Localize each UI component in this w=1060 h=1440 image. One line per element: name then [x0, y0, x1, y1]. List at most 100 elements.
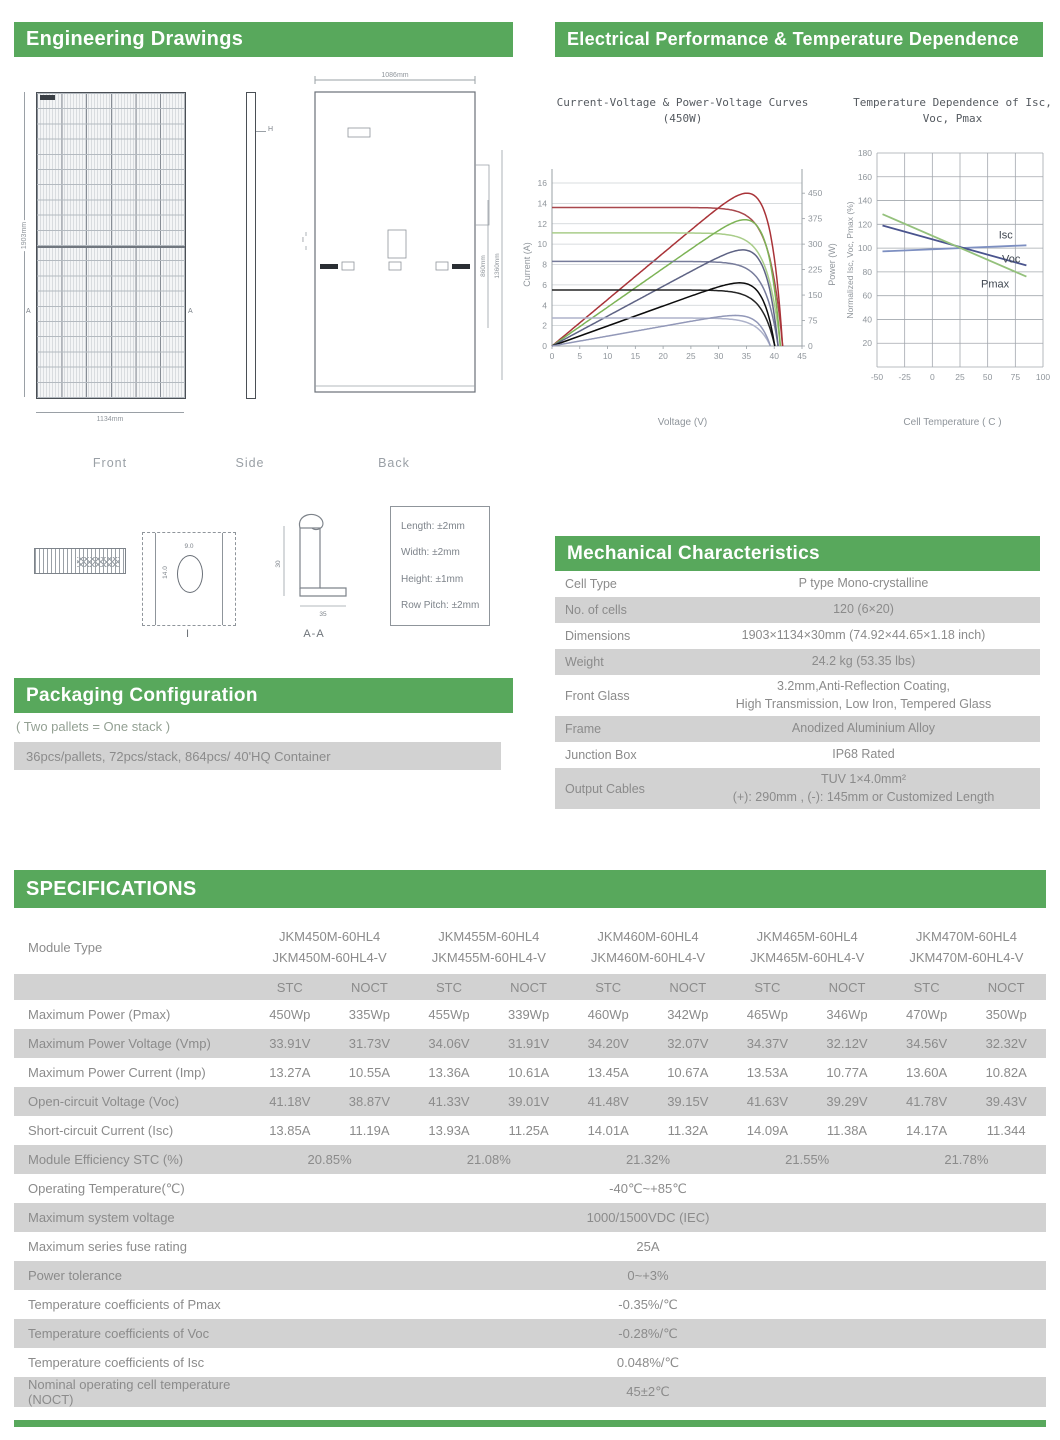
panel-front-view — [36, 92, 186, 399]
spec-value: 41.18V — [269, 1094, 311, 1109]
mech-row-label: No. of cells — [565, 603, 627, 617]
svg-text:0: 0 — [542, 341, 547, 351]
spec-row-label: Short-circuit Current (Isc) — [28, 1123, 174, 1138]
back-label-sticker — [347, 127, 371, 138]
spec-row-label: Power tolerance — [28, 1268, 122, 1283]
svg-text:75: 75 — [808, 316, 818, 326]
spec-value: 14.17A — [905, 1123, 948, 1138]
spec-row-label: Maximum Power (Pmax) — [28, 1007, 171, 1022]
mech-row-value: IP68 Rated — [832, 747, 895, 762]
spec-value: 14.09A — [746, 1123, 788, 1138]
svg-text:16: 16 — [538, 178, 548, 188]
specifications-section: SPECIFICATIONS Module Type JKM450M-60HL4 J… — [14, 870, 1046, 1407]
mech-row-value: Anodized Aluminium Alloy — [791, 721, 936, 736]
svg-text:100: 100 — [858, 243, 872, 253]
spec-row-label: Maximum series fuse rating — [28, 1239, 187, 1254]
hole-width-dim: 9.0 — [184, 543, 194, 550]
mounting-hole-oval — [177, 555, 203, 593]
section-marker-a-right: A — [188, 308, 193, 315]
spec-value: 32.12V — [826, 1036, 868, 1051]
spec-value: 470Wp — [905, 1007, 948, 1022]
svg-text:80: 80 — [863, 267, 873, 277]
spec-value: 0.048%/℃ — [616, 1354, 680, 1370]
svg-text:Power (W): Power (W) — [827, 243, 837, 286]
back-dim-inner: 860mm — [480, 255, 487, 277]
iv-chart-xlabel: Voltage (V) — [657, 417, 708, 428]
svg-text:0: 0 — [808, 341, 813, 351]
module-name: JKM455M-60HL4 JKM455M-60HL4-V — [431, 928, 546, 965]
module-name: JKM465M-60HL4 JKM465M-60HL4-V — [750, 928, 865, 965]
mech-row: Front Glass 3.2mm,Anti-Reflection Coating… — [555, 675, 1040, 716]
spec-value: 21.78% — [944, 1151, 989, 1167]
mechanical-header: Mechanical Characteristics — [555, 536, 1040, 571]
svg-text:300: 300 — [808, 239, 822, 249]
svg-text:0: 0 — [930, 372, 935, 382]
spec-row-label: Nominal operating cell temperature (NOCT… — [28, 1377, 231, 1407]
svg-text:140: 140 — [858, 196, 872, 206]
module-type-row: Module Type JKM450M-60HL4 JKM450M-60HL4-V J… — [14, 916, 1046, 974]
section-marker-a-left: A — [26, 308, 31, 315]
mech-row: Weight 24.2 kg (53.35 lbs) — [555, 649, 1040, 675]
spec-value: 339Wp — [507, 1007, 550, 1022]
spec-value: 11.344 — [986, 1123, 1026, 1138]
svg-text:35: 35 — [742, 351, 752, 361]
module-name: JKM460M-60HL4 JKM460M-60HL4-V — [590, 928, 706, 965]
spec-value: 10.61A — [507, 1065, 550, 1080]
mech-row: No. of cells 120 (6×20) — [555, 597, 1040, 623]
frame-height-dim: 30 — [275, 560, 282, 568]
detail-i-label: I — [185, 628, 191, 640]
spec-row: Operating Temperature(℃) -40℃~+85℃ — [14, 1174, 1046, 1203]
svg-text:40: 40 — [769, 351, 779, 361]
svg-text:14: 14 — [538, 198, 548, 208]
spec-row: Open-circuit Voltage (Voc) 41.18V 38.87V 41… — [14, 1087, 1046, 1116]
cable-connector-right — [452, 264, 470, 269]
svg-text:160: 160 — [858, 172, 872, 182]
packaging-quantities: 36pcs/pallets, 72pcs/stack, 864pcs/ 40'H… — [14, 742, 501, 770]
svg-text:Current (A): Current (A) — [522, 242, 532, 287]
svg-text:2: 2 — [542, 321, 547, 331]
mech-row: Dimensions 1903×1134×30mm (74.92×44.65×1.… — [555, 623, 1040, 649]
condition-label: STC — [276, 979, 303, 995]
spec-row: Temperature coefficients of Pmax -0.35%/℃ — [14, 1290, 1046, 1319]
spec-value: 34.06V — [428, 1036, 470, 1051]
spec-row-label: Maximum Power Current (Imp) — [28, 1065, 206, 1080]
temp-chart-title: Temperature Dependence of Isc, Voc, Pmax — [853, 96, 1052, 125]
spec-row-label: Temperature coefficients of Isc — [28, 1355, 205, 1370]
spec-row: Temperature coefficients of Isc 0.048%/℃ — [14, 1348, 1046, 1377]
svg-text:120: 120 — [858, 219, 872, 229]
spec-value: 31.73V — [348, 1036, 390, 1051]
spec-value: 13.45A — [587, 1065, 629, 1080]
junction-box — [387, 229, 407, 259]
spec-row: Power tolerance 0~+3% — [14, 1261, 1046, 1290]
svg-text:Isc: Isc — [999, 230, 1014, 242]
front-middle-divider — [37, 245, 185, 248]
spec-row: Maximum Power (Pmax) 450Wp 335Wp 455Wp 339Wp… — [14, 1000, 1046, 1029]
condition-label: NOCT — [510, 979, 548, 995]
back-top-dimension: 1086mm — [381, 72, 408, 79]
mech-row-value: 120 (6×20) — [833, 602, 894, 617]
spec-value: 31.91V — [507, 1036, 550, 1051]
hole-height-dim: 14.0 — [161, 566, 169, 579]
svg-text:12: 12 — [538, 219, 548, 229]
spec-value: 455Wp — [428, 1007, 470, 1022]
svg-text:150: 150 — [808, 290, 822, 300]
tolerance-line: Length: ±2mm — [401, 520, 465, 532]
condition-label: STC — [913, 979, 940, 995]
spec-value: 10.77A — [826, 1065, 868, 1080]
mech-row-label: Cell Type — [565, 577, 617, 591]
spec-value: 13.27A — [269, 1065, 311, 1080]
spec-value: 39.29V — [826, 1094, 868, 1109]
svg-text:10: 10 — [538, 239, 548, 249]
svg-text:25: 25 — [686, 351, 696, 361]
mech-row: Cell Type P type Mono-crystalline — [555, 571, 1040, 597]
condition-row: STC NOCT STC NOCT STC NOCT STC NOCT STC NOCT — [14, 974, 1046, 1000]
mech-row-label: Output Cables — [565, 781, 645, 796]
spec-row-label: Module Efficiency STC (%) — [28, 1152, 184, 1167]
spec-row: Nominal operating cell temperature (NOCT… — [14, 1377, 1046, 1407]
condition-label: STC — [595, 979, 622, 995]
spec-row: Maximum system voltage 1000/1500VDC (IEC) — [14, 1203, 1046, 1232]
svg-text:5: 5 — [577, 351, 582, 361]
spec-value: -0.35%/℃ — [618, 1296, 678, 1312]
svg-text:4: 4 — [542, 300, 547, 310]
spec-value: -40℃~+85℃ — [609, 1180, 687, 1196]
